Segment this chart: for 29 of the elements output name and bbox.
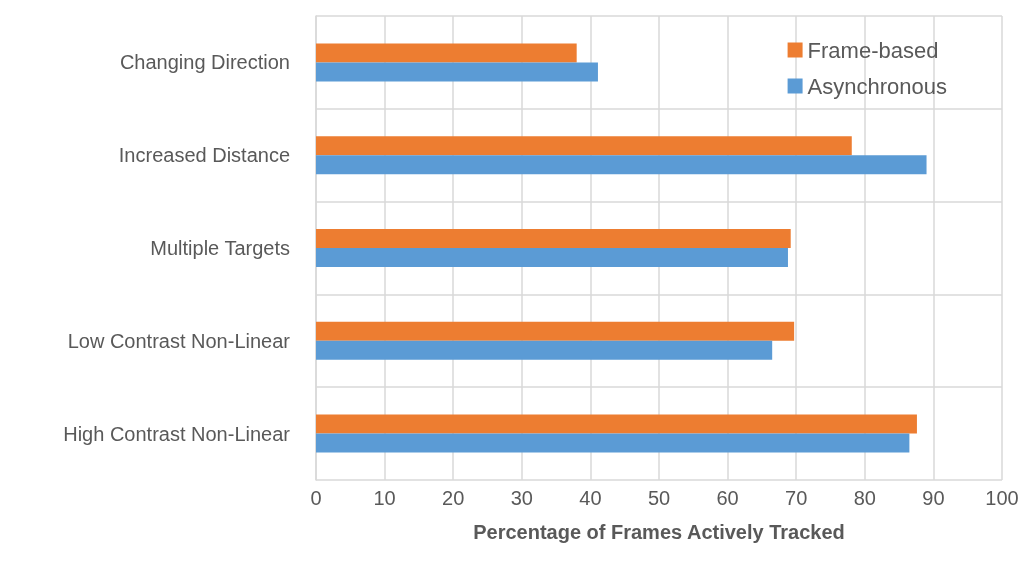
- x-tick-label: 40: [579, 487, 602, 509]
- bar: [316, 43, 577, 63]
- bar: [316, 414, 917, 434]
- legend-label: Asynchronous: [807, 73, 948, 99]
- bar: [316, 321, 795, 341]
- bar: [316, 136, 852, 156]
- x-tick-label: 20: [442, 487, 465, 509]
- y-tick-label: High Contrast Non-Linear: [63, 422, 291, 445]
- x-axis-title: Percentage of Frames Actively Tracked: [473, 521, 845, 543]
- x-tick-label: 50: [647, 487, 671, 509]
- x-tick-label: 0: [310, 487, 322, 509]
- bar: [316, 248, 788, 267]
- x-tick-label: 60: [716, 487, 739, 509]
- y-tick-label: Increased Distance: [118, 144, 290, 167]
- bar: [316, 155, 927, 175]
- x-tick-label: 30: [510, 487, 533, 509]
- bar: [316, 340, 773, 360]
- x-tick-label: 100: [985, 487, 1019, 509]
- bar: [316, 433, 910, 453]
- bar: [316, 62, 598, 82]
- x-tick-label: 10: [373, 487, 396, 509]
- x-tick-label: 70: [785, 487, 808, 509]
- y-tick-label: Low Contrast Non-Linear: [67, 329, 291, 352]
- x-tick-label: 80: [853, 487, 876, 509]
- x-tick-label: 90: [922, 487, 945, 509]
- y-tick-label: Multiple Targets: [150, 237, 290, 259]
- legend-label: Frame-based: [807, 37, 939, 63]
- bar: [316, 229, 791, 248]
- y-tick-label: Changing Direction: [119, 51, 290, 74]
